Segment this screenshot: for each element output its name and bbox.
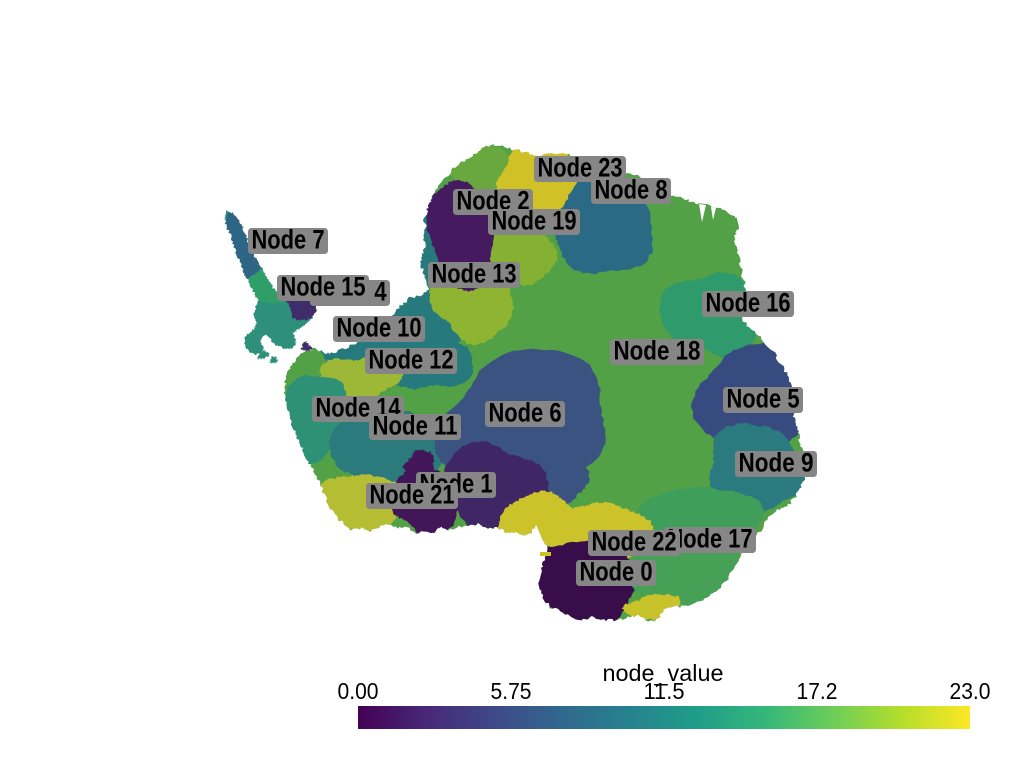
svg-text:11.5: 11.5 [644, 678, 685, 704]
svg-text:Node 8: Node 8 [595, 175, 668, 205]
svg-text:17.2: 17.2 [797, 678, 838, 704]
svg-text:Node 7: Node 7 [252, 225, 325, 255]
svg-text:23.0: 23.0 [950, 678, 991, 704]
svg-text:node_value: node_value [603, 660, 724, 686]
svg-text:Node 6: Node 6 [489, 398, 562, 428]
svg-text:Node 17: Node 17 [668, 524, 753, 554]
svg-text:Node 23: Node 23 [538, 153, 623, 183]
svg-text:Node 19: Node 19 [492, 206, 577, 236]
svg-text:Node 22: Node 22 [592, 527, 677, 557]
svg-text:Node 18: Node 18 [614, 336, 701, 366]
svg-text:Node 11: Node 11 [373, 411, 458, 441]
svg-text:Node 12: Node 12 [369, 345, 454, 375]
svg-text:Node 21: Node 21 [370, 480, 455, 510]
svg-text:0.00: 0.00 [338, 678, 379, 704]
svg-text:5.75: 5.75 [491, 678, 532, 704]
svg-text:Node 10: Node 10 [337, 313, 422, 343]
svg-text:Node 13: Node 13 [432, 259, 517, 289]
svg-text:Node 15: Node 15 [281, 272, 366, 302]
svg-text:Node 0: Node 0 [580, 557, 653, 587]
svg-text:Node 16: Node 16 [706, 288, 791, 318]
svg-text:Node 5: Node 5 [727, 384, 800, 414]
svg-text:Node 9: Node 9 [739, 448, 814, 478]
